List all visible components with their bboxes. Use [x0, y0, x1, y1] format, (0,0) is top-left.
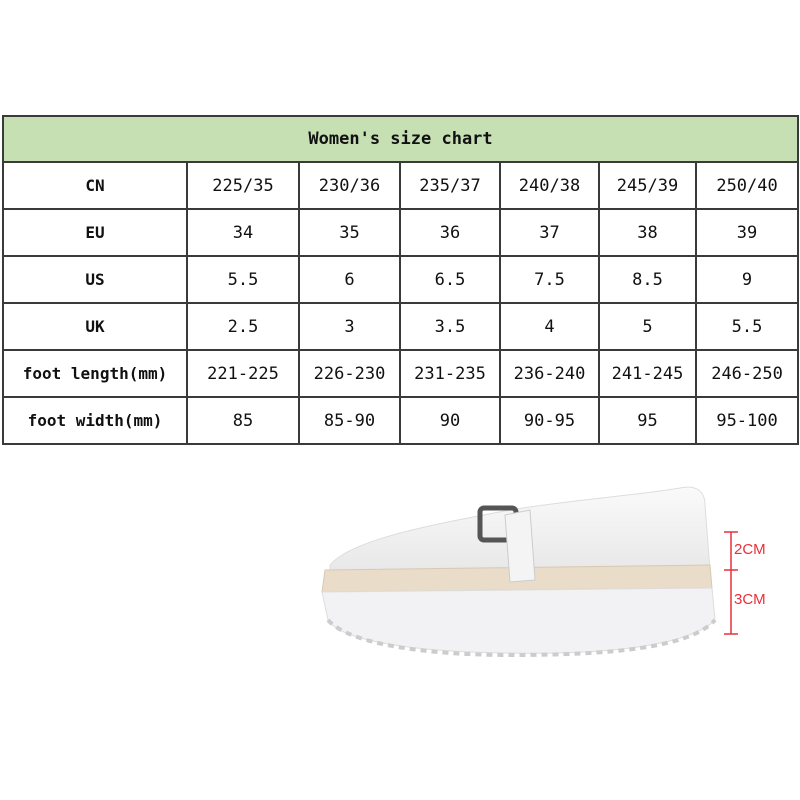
table-row: EU 34 35 36 37 38 39 [2, 208, 800, 257]
upper-height-label: 2CM [734, 541, 766, 558]
table-cell: 5.5 [186, 255, 300, 304]
table-cell: 8.5 [598, 255, 697, 304]
table-row: US 5.5 6 6.5 7.5 8.5 9 [2, 255, 800, 304]
sole-height-label: 3CM [734, 591, 766, 608]
table-cell: 6.5 [399, 255, 501, 304]
table-cell: 240/38 [499, 161, 600, 210]
table-cell: 231-235 [399, 349, 501, 398]
table-cell: 9 [694, 255, 800, 304]
table-cell: 35 [298, 208, 401, 257]
table-row: foot length(mm) 221-225 226-230 231-235 236-… [2, 349, 800, 398]
table-row: UK 2.5 3 3.5 4 5 5.5 [2, 302, 800, 351]
size-chart-table: Women's size chart CN 225/35 230/36 235/37 2… [1, 115, 800, 445]
table-cell: 225/35 [186, 161, 300, 210]
table-cell: 246-250 [694, 349, 800, 398]
table-row: foot width(mm) 85 85-90 90 90-95 95 95-100 [2, 396, 800, 445]
table-cell: 2.5 [186, 302, 300, 351]
table-cell: 90 [399, 396, 501, 445]
table-cell: 226-230 [298, 349, 401, 398]
row-label: foot width(mm) [2, 396, 188, 445]
table-cell: 34 [186, 208, 300, 257]
table-cell: 90-95 [499, 396, 600, 445]
table-cell: 3.5 [399, 302, 501, 351]
row-label: US [2, 255, 188, 304]
table-cell: 36 [399, 208, 501, 257]
table-cell: 250/40 [694, 161, 800, 210]
table-cell: 4 [499, 302, 600, 351]
table-cell: 7.5 [499, 255, 600, 304]
height-measurement: 2CM 3CM [720, 528, 800, 638]
table-cell: 39 [694, 208, 800, 257]
table-cell: 38 [598, 208, 697, 257]
table-cell: 6 [298, 255, 401, 304]
row-label: foot length(mm) [2, 349, 188, 398]
row-label: UK [2, 302, 188, 351]
table-cell: 85-90 [298, 396, 401, 445]
table-cell: 241-245 [598, 349, 697, 398]
table-row: CN 225/35 230/36 235/37 240/38 245/39 250/40 [2, 161, 800, 210]
row-label: CN [2, 161, 188, 210]
table-cell: 5.5 [694, 302, 800, 351]
table-cell: 245/39 [598, 161, 697, 210]
table-cell: 95 [598, 396, 697, 445]
table-cell: 221-225 [186, 349, 300, 398]
table-cell: 3 [298, 302, 401, 351]
table-cell: 230/36 [298, 161, 401, 210]
shoe-image [321, 486, 717, 658]
table-cell: 236-240 [499, 349, 600, 398]
table-cell: 5 [598, 302, 697, 351]
table-cell: 95-100 [694, 396, 800, 445]
table-cell: 37 [499, 208, 600, 257]
size-chart-title: Women's size chart [1, 115, 800, 163]
table-cell: 85 [186, 396, 300, 445]
row-label: EU [2, 208, 188, 257]
table-cell: 235/37 [399, 161, 501, 210]
